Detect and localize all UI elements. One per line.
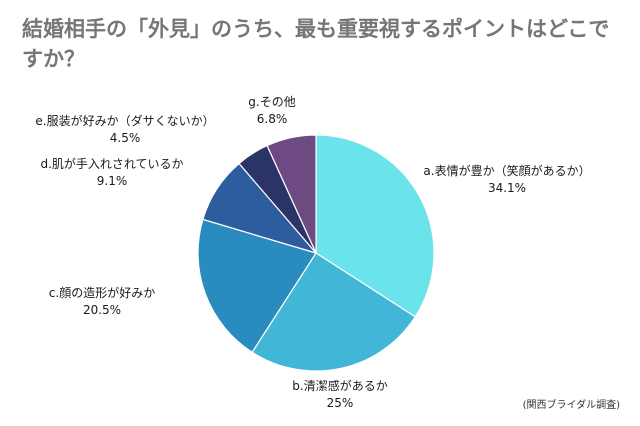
- slice-label-2: b.清潔感があるか: [292, 378, 387, 393]
- chart-title: 結婚相手の「外見」のうち、最も重要視するポイントはどこですか？: [22, 17, 610, 71]
- slice-label-1: a.表情が豊か（笑顔があるか）: [423, 163, 590, 178]
- slice-value-label-5: 4.5%: [110, 131, 141, 145]
- pie-labels: a.表情が豊か（笑顔があるか） 34.1% b.清潔感があるか 25% c.顔の造形が好…: [35, 95, 590, 410]
- slice-value-label-1: 34.1%: [488, 181, 526, 195]
- slice-label-5: e.服装が好みか（ダサくないか）: [35, 113, 214, 128]
- slice-value-label-3: 20.5%: [83, 303, 121, 317]
- slice-label-4: d.肌が手入れされているか: [40, 156, 183, 171]
- source-note: (関西ブライダル調査): [522, 400, 620, 411]
- pie-slice-c: [197, 218, 317, 354]
- slice-label-6: g.その他: [248, 95, 295, 109]
- slice-label-3: c.顔の造形が好みか: [49, 285, 155, 300]
- pie-slice-b: [251, 252, 417, 372]
- slice-value-label-6: 6.8%: [257, 112, 288, 126]
- pie-slice-f: [266, 134, 317, 254]
- slice-value-label-4: 9.1%: [97, 174, 128, 188]
- pie-slices: [197, 134, 435, 372]
- slice-value-label-2: 25%: [327, 396, 354, 410]
